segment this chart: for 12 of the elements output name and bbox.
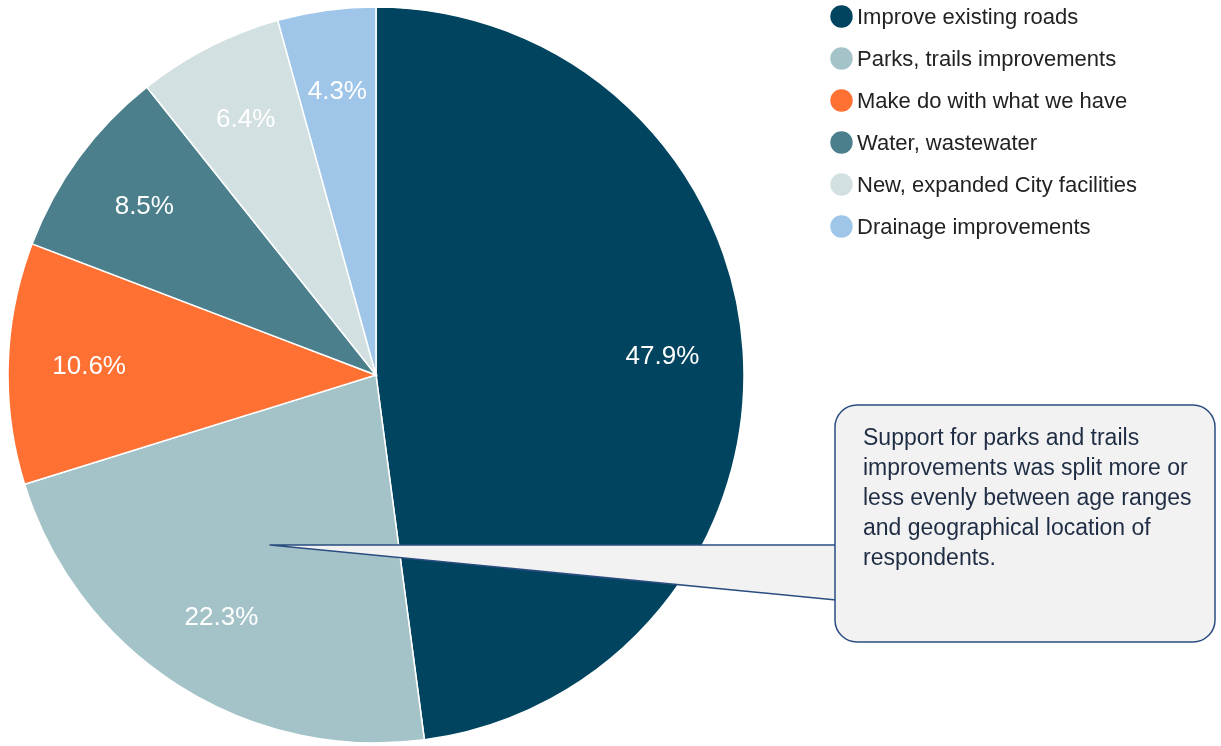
legend-label: Parks, trails improvements — [857, 45, 1117, 71]
text: Support for parks and trails improvements was split more or less evenly between age ranges and geographical location of respondents. — [863, 424, 1192, 570]
data-label: 10.6% — [52, 349, 126, 380]
data-label: 4.3% — [307, 74, 367, 105]
legend-label: New, expanded City facilities — [857, 171, 1138, 197]
data-label: 22.3% — [184, 600, 259, 631]
legend-label: Drainage improvements — [857, 213, 1091, 239]
legend-label: Improve existing roads — [857, 3, 1079, 29]
legend-label: Water, wastewater — [857, 129, 1038, 155]
data-label: 47.9% — [625, 340, 700, 371]
legend-label: Make do with what we have — [857, 87, 1128, 113]
data-label: 8.5% — [114, 189, 174, 220]
